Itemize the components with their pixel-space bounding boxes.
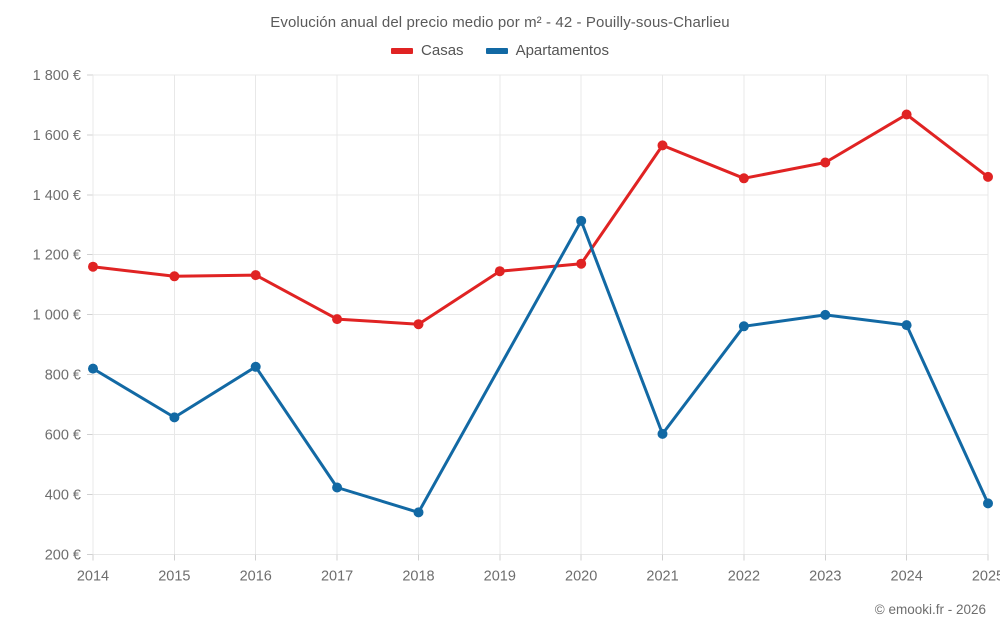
- data-point-apartamentos[interactable]: [332, 482, 343, 493]
- y-tick-label: 1 200 €: [33, 248, 81, 264]
- legend-label-apartamentos: Apartamentos: [515, 42, 609, 59]
- data-point-casas[interactable]: [332, 314, 343, 325]
- legend-item-apartamentos[interactable]: Apartamentos: [485, 42, 609, 59]
- x-tick-label: 2025: [972, 568, 1000, 584]
- x-tick-label: 2018: [402, 568, 434, 584]
- data-point-apartamentos[interactable]: [901, 320, 912, 331]
- data-point-apartamentos[interactable]: [413, 507, 424, 518]
- data-point-apartamentos[interactable]: [169, 412, 180, 423]
- x-tick-label: 2020: [565, 568, 597, 584]
- y-tick-label: 800 €: [45, 368, 81, 384]
- x-tick-label: 2023: [809, 568, 841, 584]
- series-line-apartamentos: [91, 219, 990, 514]
- y-axis-labels: 200 € 400 € 600 € 800 € 1 000 € 1 200 € 1 400 …: [33, 68, 81, 563]
- chart-legend: Casas Apartamentos: [0, 42, 1000, 59]
- x-tick-label: 2019: [484, 568, 516, 584]
- y-tick-label: 400 €: [45, 487, 81, 503]
- y-tick-label: 600 €: [45, 427, 81, 443]
- data-point-apartamentos[interactable]: [820, 309, 831, 320]
- x-tick-label: 2016: [240, 568, 272, 584]
- data-point-casas[interactable]: [901, 109, 912, 120]
- data-point-apartamentos[interactable]: [88, 363, 98, 374]
- x-tick-label: 2017: [321, 568, 353, 584]
- y-tick-label: 1 000 €: [33, 308, 81, 324]
- data-point-casas[interactable]: [657, 140, 668, 151]
- data-point-apartamentos[interactable]: [250, 361, 261, 372]
- data-point-casas[interactable]: [738, 173, 749, 184]
- legend-item-casas[interactable]: Casas: [391, 42, 464, 59]
- x-axis-labels: 2014 2015 2016 2017 2018 2019 2020 2021 2022 2023…: [77, 568, 1000, 584]
- y-tick-label: 1 600 €: [33, 128, 81, 144]
- data-point-casas[interactable]: [820, 157, 831, 168]
- data-point-casas[interactable]: [494, 266, 505, 277]
- y-tick-label: 1 800 €: [33, 68, 81, 84]
- data-point-casas[interactable]: [169, 271, 180, 282]
- legend-label-casas: Casas: [421, 42, 464, 59]
- x-tick-label: 2014: [77, 568, 109, 584]
- data-point-casas[interactable]: [576, 258, 587, 269]
- copyright-credit: © emooki.fr - 2026: [874, 602, 986, 617]
- x-tick-label: 2015: [158, 568, 190, 584]
- data-point-casas[interactable]: [413, 319, 424, 330]
- x-tick-label: 2021: [646, 568, 678, 584]
- x-tick-label: 2022: [728, 568, 760, 584]
- data-series-layer: [88, 109, 993, 518]
- y-tick-label: 200 €: [45, 547, 81, 563]
- data-point-apartamentos[interactable]: [576, 215, 587, 226]
- data-point-casas[interactable]: [88, 261, 98, 272]
- x-tick-label: 2024: [891, 568, 923, 584]
- legend-swatch-icon: [391, 47, 414, 54]
- y-tick-label: 1 400 €: [33, 188, 81, 204]
- data-point-casas[interactable]: [983, 171, 993, 182]
- series-line-casas: [91, 113, 990, 326]
- data-point-apartamentos[interactable]: [738, 321, 749, 332]
- chart-title: Evolución anual del precio medio por m² …: [270, 14, 730, 31]
- data-point-casas[interactable]: [250, 270, 261, 281]
- data-point-apartamentos[interactable]: [983, 498, 993, 509]
- legend-swatch-icon: [485, 47, 508, 54]
- data-point-apartamentos[interactable]: [657, 428, 668, 439]
